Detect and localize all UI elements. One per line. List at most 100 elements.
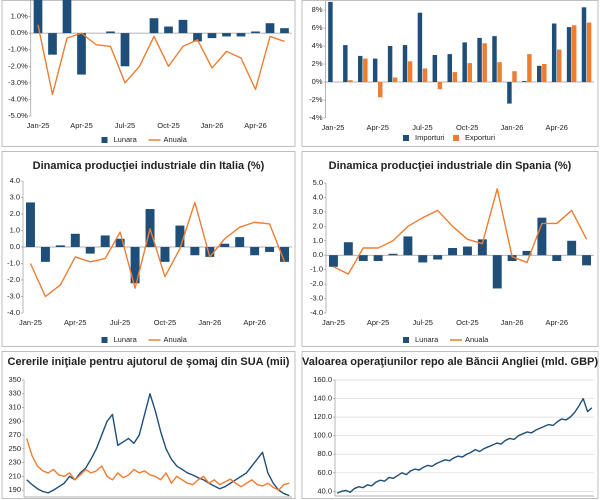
bar <box>437 82 443 90</box>
bar <box>164 26 173 34</box>
x-tick-label: Jan-25 <box>321 123 344 132</box>
bar <box>507 255 517 261</box>
line <box>37 24 285 96</box>
x-tick-label: Jul-25 <box>412 123 432 132</box>
bar <box>492 36 497 82</box>
bar <box>447 54 452 82</box>
bar <box>418 255 428 263</box>
bar <box>582 255 592 266</box>
bar <box>205 247 215 257</box>
y-tick-label: 4.0 <box>313 192 323 201</box>
bar <box>551 23 557 82</box>
bar <box>527 54 532 82</box>
chart-title: Cererile iniţiale pentru ajutorul de şom… <box>8 356 290 368</box>
bar <box>265 23 275 34</box>
bar <box>462 42 467 82</box>
bar <box>537 217 547 256</box>
x-tick-label: Apr-25 <box>70 121 93 130</box>
x-tick-label: Apr-25 <box>367 318 390 327</box>
legend-swatch <box>101 337 108 343</box>
bar <box>207 33 217 39</box>
y-tick-label: 100.0 <box>313 431 332 440</box>
bar <box>348 80 353 82</box>
line <box>333 188 588 275</box>
x-tick-label: Apr-25 <box>64 318 87 327</box>
legend-label: Exporturi <box>465 133 495 142</box>
y-tick-label: 2% <box>312 59 323 68</box>
bar <box>160 247 170 262</box>
chart-panel: 8% 6% 4% 2% 0% -2% -4%Jan-25 Apr-25 Jul-25 Oct-25… <box>301 0 599 147</box>
legend-label: Anuala <box>465 335 489 344</box>
bar <box>448 248 458 256</box>
panel-border <box>1 0 296 147</box>
chart-panel: 5.0 4.0 3.0 2.0 1.0 0.0 -1.0 -2.0 -3.0 -4.0Jan-25… <box>301 151 599 347</box>
panel-border <box>1 351 296 499</box>
bar <box>403 236 413 256</box>
y-tick-label: -2.0 <box>7 275 20 284</box>
plot: 5.0 4.0 3.0 2.0 1.0 0.0 -1.0 -2.0 -3.0 -4.0Jan-25… <box>310 178 594 327</box>
x-tick-label: Oct-25 <box>154 318 177 327</box>
y-tick-label: -1.0 <box>310 265 323 274</box>
line <box>29 201 286 298</box>
y-tick-label: 8% <box>312 5 323 14</box>
bar <box>373 255 383 261</box>
y-tick-label: 230 <box>8 458 21 467</box>
y-tick-label: 0.0% <box>11 28 28 37</box>
y-tick-label: -3.0 <box>7 291 20 300</box>
plot: 1.0% 0.0% -1.0% -2.0% -3.0% -4.0% -5.0%Jan-25 A… <box>8 0 292 130</box>
x-tick-label: Jan-26 <box>201 121 224 130</box>
bar <box>25 202 35 247</box>
bar <box>571 25 577 82</box>
x-tick-label: Oct-25 <box>157 121 180 130</box>
bar <box>482 43 487 82</box>
bar <box>537 65 542 82</box>
y-tick-label: -3.0% <box>8 78 28 87</box>
bar <box>433 255 443 260</box>
bar <box>250 247 260 256</box>
y-tick-label: 0% <box>312 77 323 86</box>
bar <box>467 63 472 82</box>
bar <box>280 28 289 34</box>
x-tick-label: Jan-26 <box>198 318 221 327</box>
x-tick-label: Jan-25 <box>27 121 50 130</box>
y-tick-label: 120.0 <box>313 412 332 421</box>
x-tick-label: Apr-26 <box>244 121 267 130</box>
bar <box>378 82 383 98</box>
bar <box>328 1 333 82</box>
bar <box>190 247 200 256</box>
y-tick-label: 310 <box>8 403 21 412</box>
x-tick-label: Apr-26 <box>243 318 266 327</box>
y-tick-label: 270 <box>8 430 21 439</box>
bar <box>462 246 472 256</box>
panel-border <box>301 351 599 499</box>
bar <box>343 45 348 82</box>
panel-border <box>301 0 599 147</box>
bar <box>432 55 438 82</box>
y-tick-label: -3.0 <box>310 294 323 303</box>
bar <box>402 45 408 82</box>
y-tick-label: 0.0 <box>313 250 323 259</box>
bar <box>55 245 65 247</box>
legend-swatch <box>403 337 409 343</box>
bar <box>70 233 80 247</box>
bar <box>557 49 562 82</box>
x-tick-label: Jan-26 <box>501 318 524 327</box>
bar <box>512 71 517 82</box>
x-tick-label: Apr-26 <box>546 318 569 327</box>
y-tick-label: 1.0 <box>10 225 20 234</box>
legend-swatch <box>403 135 409 141</box>
line <box>336 397 593 494</box>
bar <box>130 247 140 284</box>
x-tick-label: Jan-26 <box>500 123 523 132</box>
y-tick-label: -4.0 <box>7 308 20 317</box>
bar <box>417 12 423 83</box>
bar <box>149 18 159 34</box>
y-tick-label: -4% <box>309 113 323 122</box>
bar <box>265 247 275 252</box>
legend-label: Lunara <box>114 335 138 344</box>
y-tick-label: -1.0% <box>8 45 28 54</box>
y-tick-label: 60.0 <box>317 468 332 477</box>
y-tick-label: 0.0 <box>10 242 20 251</box>
